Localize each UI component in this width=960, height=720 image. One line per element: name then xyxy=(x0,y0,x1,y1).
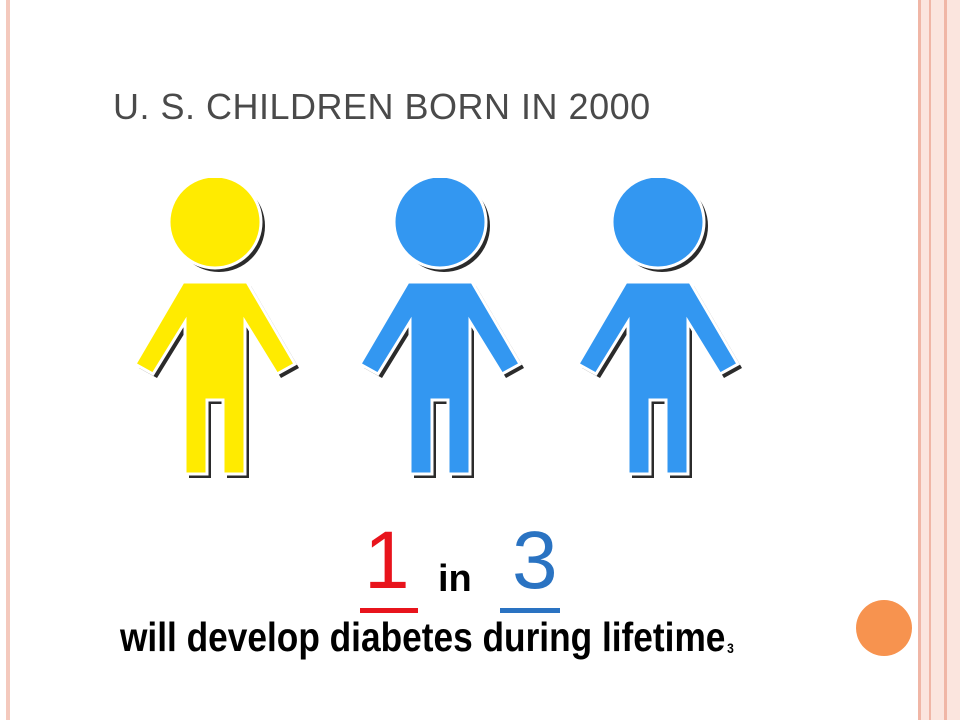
right-border-line-1 xyxy=(918,0,921,720)
right-border-band xyxy=(918,0,960,720)
children-figures xyxy=(133,178,742,478)
right-border-line-2 xyxy=(929,0,931,720)
accent-dot xyxy=(856,600,912,656)
caption-footnote: 3 xyxy=(727,640,734,656)
ratio: 1 in 3 xyxy=(360,520,580,615)
caption: will develop diabetes during lifetime 3 xyxy=(120,614,734,661)
right-border-line-3 xyxy=(944,0,947,720)
child-figure-2 xyxy=(358,178,524,478)
left-border-line xyxy=(6,0,10,720)
caption-text: will develop diabetes during lifetime xyxy=(120,614,726,660)
ratio-word: in xyxy=(438,558,472,600)
slide-title: U. S. CHILDREN BORN IN 2000 xyxy=(113,86,651,127)
numerator-underline xyxy=(360,608,418,613)
ratio-numerator: 1 xyxy=(364,515,410,606)
child-figure-1 xyxy=(133,178,299,478)
denominator-underline xyxy=(500,608,560,613)
ratio-denominator: 3 xyxy=(512,515,558,606)
child-figure-3 xyxy=(576,178,742,478)
